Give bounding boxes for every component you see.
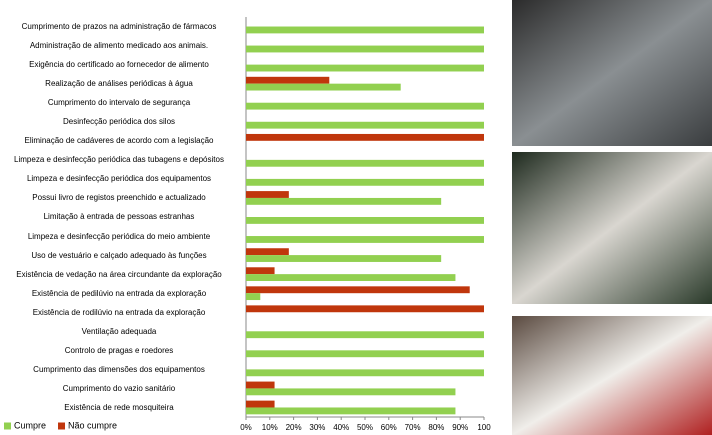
category-label: Controlo de pragas e roedores [64,345,174,355]
x-tick-label: 100 [477,423,491,432]
bar [246,64,484,72]
bar [246,305,484,313]
x-tick-label: 90% [452,423,468,432]
legend-swatch [4,422,11,430]
bar [246,217,484,224]
x-tick-label: 40% [333,423,349,432]
x-tick-label: 60% [381,423,397,432]
legend-label: Não cumpre [68,420,117,430]
category-label: Cumprimento de prazos na administração d… [21,22,217,32]
category-label: Administração de alimento medicado aos a… [29,41,209,51]
category-label: Cumprimento das dimensões dos equipament… [33,364,205,374]
x-tick-label: 20% [286,423,302,432]
category-label: Limpeza e desinfecção periódica dos equi… [26,174,212,184]
x-tick-label: 50% [357,423,373,432]
x-tick-label: 30% [309,423,325,432]
category-label: Limpeza e desinfecção periódica das tuba… [14,155,224,165]
photo [512,0,712,146]
bar [246,248,289,256]
bar [246,293,261,301]
bar [246,197,442,205]
category-label: Limpeza e desinfecção periódica do meio … [27,231,211,241]
bar [246,178,484,186]
bar [246,286,470,294]
category-label: Possui livro de registos preenchido e ac… [32,193,206,203]
bar [246,76,330,84]
bar [246,45,484,53]
category-label: Eliminação de cadáveres de acordo com a … [24,136,214,146]
category-label: Cumprimento do intervalo de segurança [47,98,191,108]
bar [246,236,484,243]
category-label: Existência de pedilúvio na entrada da ex… [31,288,207,298]
bar [246,388,456,396]
category-label: Cumprimento do vazio sanitário [62,383,176,393]
photo [512,152,712,304]
bar [246,331,484,339]
category-label: Limitação à entrada de pessoas estranhas [43,212,195,222]
x-tick-label: 10% [262,423,278,432]
bar [246,102,484,110]
x-tick-label: 80% [428,423,444,432]
bar [246,369,484,377]
photo [512,316,712,435]
category-label: Existência de rodilúvio na entrada da ex… [32,307,206,317]
x-tick-label: 0% [240,423,252,432]
bar [246,133,484,141]
bar [246,255,442,262]
bar [246,26,484,34]
category-label: Ventilação adequada [81,326,157,336]
bar [246,350,484,358]
bar [246,83,401,91]
bar [246,274,456,281]
bar [246,400,275,408]
bar [246,121,484,129]
legend-swatch [58,422,66,430]
x-tick-label: 70% [405,423,421,432]
category-label: Uso de vestuário e calçado adequado às f… [31,250,207,260]
category-label: Exigência do certificado ao fornecedor d… [29,60,209,70]
category-label: Desinfecção periódica dos silos [62,117,176,127]
bar [246,381,275,389]
bar [246,407,456,415]
bar [246,267,275,275]
bar [246,191,289,198]
category-label: Existência de rede mosquiteira [64,402,174,412]
category-label: Existência de vedação na área circundant… [16,269,222,279]
legend-label: Cumpre [14,420,46,430]
category-label: Realização de análises periódicas à água [45,79,193,89]
bar [246,159,484,167]
